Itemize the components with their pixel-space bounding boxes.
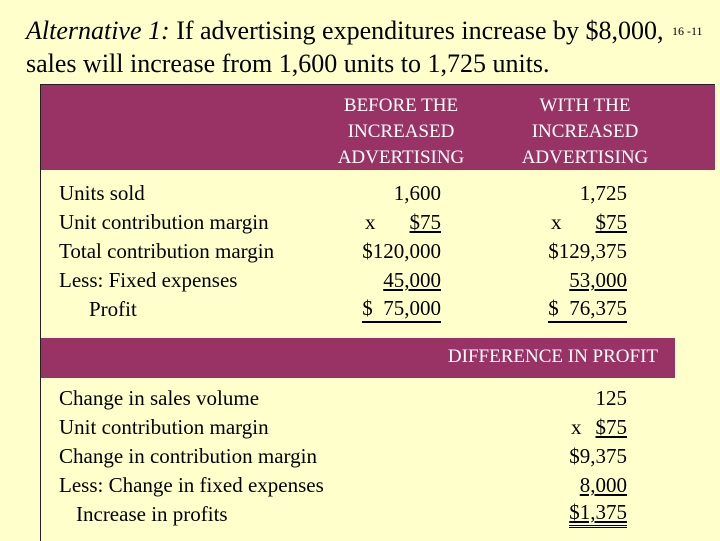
with-value: $129,375 [548, 239, 627, 263]
with-value: 1,725 [579, 181, 627, 205]
diff-value: $1,375 [569, 500, 627, 528]
before-value: 1,600 [393, 181, 441, 205]
diff-value: 8,000 [570, 471, 627, 499]
slide-title: Alternative 1: If advertising expenditur… [26, 14, 706, 80]
header-band [41, 85, 715, 170]
with-fixed: 53,000 [569, 268, 627, 292]
with-value: $ 76,375 [548, 295, 627, 323]
title-alternative: Alternative 1: [26, 16, 170, 45]
diff-total: $1,375 [569, 500, 627, 524]
diff-value: 125 [595, 386, 628, 410]
before-value: $ 75,000 [362, 295, 441, 323]
header-line: BEFORE THE [343, 95, 459, 116]
before-value: x $75 [365, 210, 441, 234]
slide-number: 16 -11 [672, 24, 703, 38]
header-line: WITH THE [539, 95, 631, 116]
column-header-before: BEFORE THE INCREASED ADVERTISING [313, 93, 489, 171]
before-value: $120,000 [362, 239, 441, 263]
row-label: Profit [89, 297, 137, 321]
comparison-area [41, 170, 715, 338]
difference-area [41, 378, 715, 541]
column-header-with: WITH THE INCREASED ADVERTISING [497, 93, 673, 171]
row-label: Units sold [59, 181, 145, 205]
header-line: ADVERTISING [521, 147, 649, 168]
difference-band [41, 338, 675, 378]
row-label: Less: Fixed expenses [59, 268, 238, 292]
diff-fixed: 8,000 [579, 473, 627, 497]
analysis-panel: BEFORE THE INCREASED ADVERTISING WITH TH… [40, 84, 715, 541]
diff-label: Change in contribution margin [59, 444, 317, 468]
row-label: Unit contribution margin [59, 210, 269, 234]
with-value: 53,000 [551, 266, 627, 294]
difference-header: DIFFERENCE IN PROFIT [447, 346, 658, 367]
before-value: 45,000 [365, 266, 441, 294]
header-line: INCREASED [347, 121, 455, 142]
before-fixed: 45,000 [383, 268, 441, 292]
row-label: Total contribution margin [59, 239, 275, 263]
header-line: ADVERTISING [337, 147, 465, 168]
with-value: x $75 [551, 210, 627, 234]
diff-value: x $75 [571, 415, 627, 439]
diff-value: $9,375 [569, 444, 627, 468]
diff-label: Change in sales volume [59, 386, 260, 410]
diff-label: Increase in profits [76, 502, 228, 526]
diff-label: Less: Change in fixed expenses [59, 473, 324, 497]
title-text: If advertising expenditures increase by … [26, 16, 664, 78]
diff-label: Unit contribution margin [59, 415, 269, 439]
header-line: INCREASED [531, 121, 639, 142]
